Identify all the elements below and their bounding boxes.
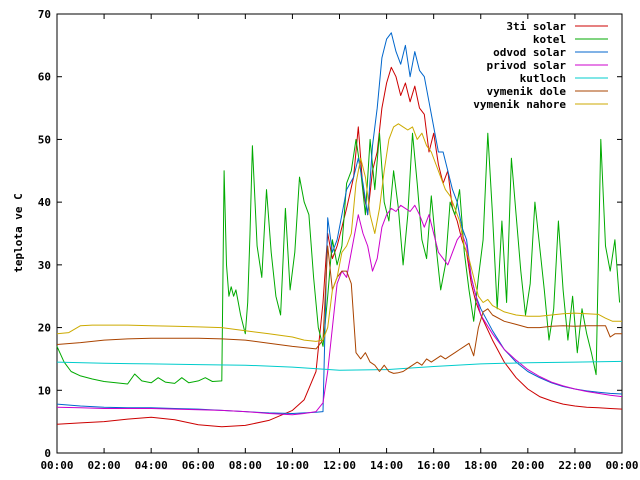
y-tick-label: 20 <box>38 322 51 335</box>
x-tick-label: 04:00 <box>135 459 168 472</box>
x-tick-label: 22:00 <box>558 459 591 472</box>
series-line-kutloch <box>56 360 623 371</box>
legend-label: privod solar <box>487 59 567 72</box>
x-tick-label: 14:00 <box>370 459 403 472</box>
plot-area <box>56 13 623 454</box>
y-axis-label: teplota ve C <box>12 193 25 272</box>
y-tick-label: 70 <box>38 8 51 21</box>
x-tick-label: 08:00 <box>229 459 262 472</box>
x-tick-label: 02:00 <box>88 459 121 472</box>
y-tick-label: 60 <box>38 71 51 84</box>
series-line-privod-solar <box>56 204 623 416</box>
x-tick-label: 00:00 <box>605 459 638 472</box>
legend-label: vymenik dole <box>487 85 567 98</box>
series-line-vymenik-dole <box>56 245 622 374</box>
x-tick-label: 18:00 <box>464 459 497 472</box>
axes: 0 10 20 30 40 50 60 70 00:00 02:00 04:00 06:00 08:00… <box>38 8 639 472</box>
x-tick-label: 00:00 <box>40 459 73 472</box>
y-tick-label: 30 <box>38 259 51 272</box>
y-tick-label: 0 <box>44 447 51 460</box>
y-tick-label: 40 <box>38 196 51 209</box>
legend-label: kotel <box>533 33 566 46</box>
x-tick-label: 16:00 <box>417 459 450 472</box>
series-line-kotel <box>56 132 621 385</box>
legend-label: vymenik nahore <box>473 98 566 111</box>
series-line-vymenik-nahore <box>56 123 622 342</box>
x-tick-label: 20:00 <box>511 459 544 472</box>
y-tick-label: 10 <box>38 384 51 397</box>
legend-label: odvod solar <box>493 46 566 59</box>
series-layer <box>56 32 623 428</box>
legend-label: kutloch <box>520 72 566 85</box>
legend-label: 3ti solar <box>506 20 566 33</box>
y-tick-label: 50 <box>38 133 51 146</box>
x-tick-label: 06:00 <box>182 459 215 472</box>
x-tick-label: 10:00 <box>276 459 309 472</box>
x-tick-label: 12:00 <box>323 459 356 472</box>
